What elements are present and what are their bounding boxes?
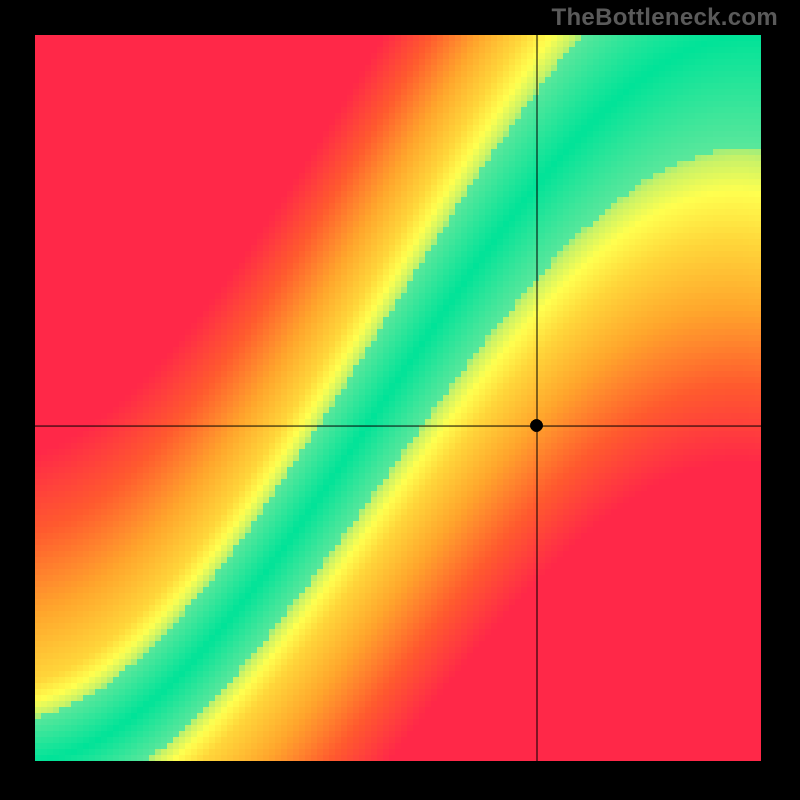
bottleneck-heatmap — [0, 0, 800, 800]
watermark-text: TheBottleneck.com — [552, 4, 778, 32]
